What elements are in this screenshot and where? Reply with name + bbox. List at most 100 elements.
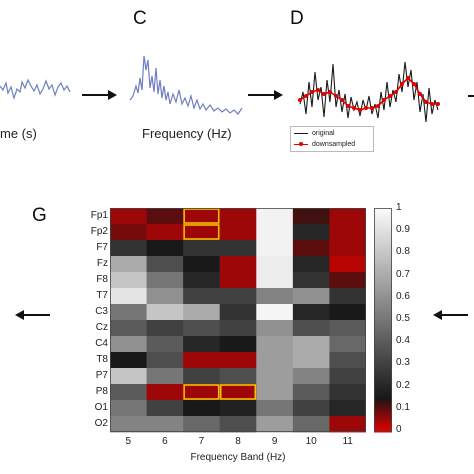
heatmap-cell-f8-11 — [329, 272, 366, 289]
arrow-left-icon — [15, 310, 50, 320]
heatmap-cell-fp2-8 — [219, 224, 257, 241]
colorbar-tick-label: 0.4 — [396, 335, 410, 347]
col-label-10: 10 — [305, 436, 317, 447]
heatmap-cell-o1-11 — [329, 400, 366, 417]
colorbar-tick-label: 1 — [396, 202, 402, 213]
row-label-f8: F8 — [96, 274, 108, 285]
colorbar-segment — [374, 210, 392, 213]
heatmap-cell-fp2-5 — [110, 224, 147, 241]
col-label-11: 11 — [342, 436, 353, 447]
colorbar-segment — [374, 369, 392, 373]
heatmap-cell-c3-5 — [110, 304, 147, 321]
colorbar-segment — [374, 250, 392, 254]
heatmap-cell-fz-9 — [256, 256, 294, 273]
panel-label-c: C — [133, 8, 147, 29]
heatmap-cell-p8-9 — [256, 384, 294, 401]
heatmap-cell-fz-11 — [329, 256, 366, 273]
colorbar-segment — [374, 243, 392, 247]
heatmap-cell-c3-7 — [183, 304, 221, 321]
colorbar-segment — [374, 326, 392, 330]
colorbar-segment — [374, 382, 392, 386]
colorbar-segment — [374, 315, 392, 319]
heatmap-cell-t8-7 — [183, 352, 221, 369]
heatmap-cell-o1-5 — [110, 400, 147, 417]
heatmap-cell-f7-8 — [219, 240, 257, 257]
row-label-fp2: Fp2 — [90, 226, 108, 237]
colorbar-segment — [374, 376, 392, 379]
colorbar-segment — [374, 288, 392, 292]
colorbar-segment — [374, 367, 392, 370]
arrow-right-icon — [248, 90, 283, 100]
downsample-svg — [298, 61, 440, 123]
heatmap-x-axis-label: Frequency Band (Hz) — [190, 452, 286, 463]
heatmap-cell-c4-7 — [183, 336, 221, 353]
row-label-o2: O2 — [94, 418, 108, 429]
frequency-spectrum-plot — [129, 55, 243, 115]
colorbar-segment — [374, 337, 392, 341]
colorbar-segment — [374, 261, 392, 265]
heatmap-cell-f8-6 — [146, 272, 184, 289]
heatmap-cell-fp1-5 — [110, 208, 147, 225]
heatmap-cell-fp1-6 — [146, 208, 184, 225]
colorbar-segment — [374, 317, 392, 321]
colorbar-segment — [374, 358, 392, 361]
colorbar-segment — [374, 407, 392, 411]
colorbar-segment — [374, 257, 392, 261]
col-label-9: 9 — [271, 436, 278, 447]
heatmap-cell-fp2-9 — [256, 224, 294, 241]
heatmap-cell-t7-6 — [146, 288, 184, 305]
heatmap-cell-f7-11 — [329, 240, 366, 257]
heatmap-cell-c3-10 — [292, 304, 330, 321]
colorbar-segment — [374, 364, 392, 368]
heatmap-cell-p7-9 — [256, 368, 294, 385]
heatmap-cell-fp1-8 — [219, 208, 257, 225]
colorbar-segment — [374, 297, 392, 301]
colorbar-segment — [374, 380, 392, 384]
heatmap-cell-f7-5 — [110, 240, 147, 257]
colorbar-segment — [374, 420, 392, 424]
colorbar-tick-label: 0.6 — [396, 290, 410, 302]
heatmap-cell-t7-5 — [110, 288, 147, 305]
heatmap-cell-c4-9 — [256, 336, 294, 353]
heatmap-cell-fp2-10 — [292, 224, 330, 241]
heatmap-cell-t8-10 — [292, 352, 330, 369]
row-label-o1: O1 — [94, 402, 108, 413]
heatmap-cell-c4-11 — [329, 336, 366, 353]
arrow-stub-icon — [468, 95, 474, 97]
colorbar-tick-label: 0.9 — [396, 224, 410, 236]
colorbar-segment — [374, 331, 392, 334]
row-label-cz: Cz — [95, 322, 108, 333]
colorbar-segment — [374, 362, 392, 366]
row-label-p8: P8 — [95, 386, 108, 397]
colorbar-segment — [374, 299, 392, 303]
colorbar-segment — [374, 349, 392, 352]
colorbar-segment — [374, 313, 392, 317]
heatmap-cell-fp2-7 — [183, 224, 221, 241]
colorbar-segment — [374, 400, 392, 404]
colorbar-segment — [374, 324, 392, 328]
colorbar-segment — [374, 384, 392, 388]
colorbar-tick-label: 0.3 — [396, 357, 410, 369]
colorbar-segment — [374, 409, 392, 413]
heatmap-cell-p7-6 — [146, 368, 184, 385]
colorbar-segment — [374, 279, 392, 283]
heatmap-cell-cz-7 — [183, 320, 221, 337]
colorbar-segment — [374, 306, 392, 310]
heatmap-cell-p7-8 — [219, 368, 257, 385]
heatmap-row-labels: Fp1 Fp2 F7 Fz F8 T7 C3 Cz C4 T8 P7 P8 O1 O2 — [78, 208, 108, 432]
heatmap-cell-f7-9 — [256, 240, 294, 257]
colorbar-segment — [374, 225, 392, 229]
colorbar-segment — [374, 308, 392, 312]
heatmap-cell-o1-8 — [219, 400, 257, 417]
colorbar-segment — [374, 423, 392, 426]
colorbar-segment — [374, 322, 392, 325]
heatmap-cell-p8-8 — [219, 384, 257, 401]
downsample-plot: original downsampled — [290, 52, 450, 156]
heatmap-cell-t8-11 — [329, 352, 366, 369]
original-signal-line — [299, 61, 439, 123]
colorbar-segment — [374, 411, 392, 415]
col-label-6: 6 — [162, 436, 168, 447]
col-label-5: 5 — [125, 436, 132, 447]
colorbar-segment — [374, 281, 392, 285]
row-label-fp1: Fp1 — [90, 210, 108, 221]
